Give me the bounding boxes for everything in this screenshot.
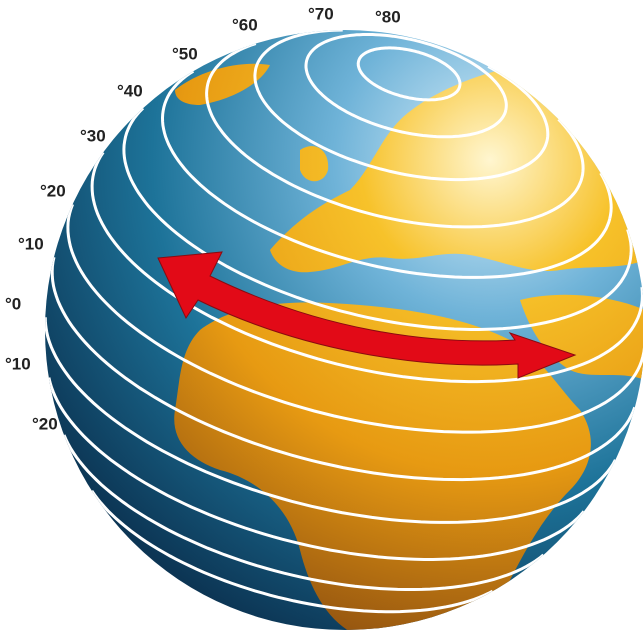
latitude-line <box>66 203 643 434</box>
latitude-line <box>122 107 633 331</box>
latitude-line <box>90 151 643 384</box>
latitude-label: °30 <box>80 126 106 145</box>
latitude-label: °40 <box>117 81 143 100</box>
latitude-label: °50 <box>172 44 198 63</box>
latitude-label: °10 <box>5 354 31 373</box>
latitude-lines <box>45 30 643 614</box>
latitude-label: °80 <box>375 7 401 26</box>
latitude-line <box>356 46 462 102</box>
latitude-label: °20 <box>40 181 66 200</box>
latitude-line <box>304 33 508 139</box>
europe <box>270 68 643 273</box>
arabia <box>520 294 643 380</box>
greenland <box>175 63 270 105</box>
latitude-label: °10 <box>18 234 44 253</box>
britain <box>300 146 329 182</box>
latitude-line <box>160 69 613 279</box>
latitude-label: °70 <box>308 4 334 23</box>
latitude-line <box>50 256 637 482</box>
latitude-label: °20 <box>32 414 58 433</box>
latitude-label: °60 <box>232 15 258 34</box>
latitude-line <box>205 42 585 229</box>
latitude-line <box>90 490 494 614</box>
latitude-line <box>253 30 550 182</box>
latitude-label: °0 <box>5 294 21 313</box>
arrow <box>157 251 577 379</box>
latitude-line <box>45 317 617 524</box>
latitude-line <box>62 434 545 591</box>
latitude-line <box>47 377 586 561</box>
mediterranean <box>330 264 510 300</box>
